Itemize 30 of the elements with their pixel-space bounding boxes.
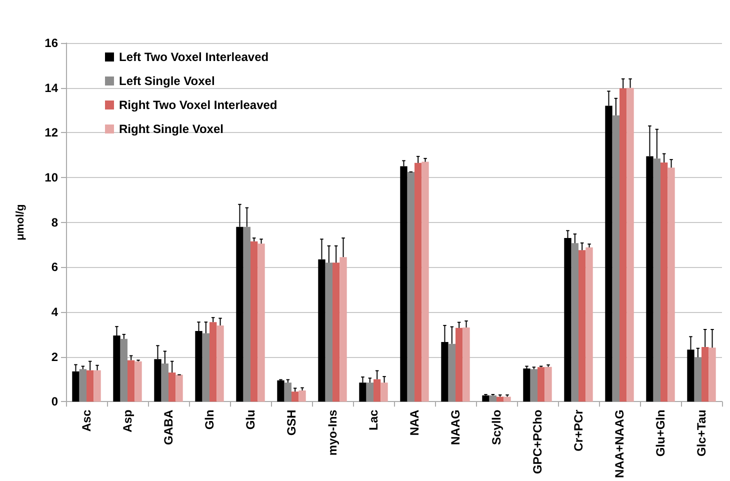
y-tick-label: 8: [51, 215, 58, 230]
legend-label: Left Single Voxel: [119, 74, 215, 88]
legend-label: Right Single Voxel: [119, 122, 224, 136]
x-tick-label: GABA: [162, 409, 176, 446]
x-tick-label: Scyllo: [490, 410, 504, 446]
x-tick-label: GPC+PCho: [530, 410, 544, 474]
x-tick-label: Asc: [80, 409, 94, 432]
legend-label: Right Two Voxel Interleaved: [119, 98, 278, 112]
y-axis-title: μmol/g: [14, 204, 26, 240]
y-tick-label: 12: [44, 126, 58, 140]
x-tick-label: NAA+NAAG: [612, 410, 626, 478]
y-tick-label: 6: [51, 260, 58, 274]
x-tick-label: GSH: [284, 410, 298, 436]
legend-label: Left Two Voxel Interleaved: [119, 50, 269, 64]
x-tick-label: myo-Ins: [326, 409, 340, 456]
y-tick-label: 0: [51, 394, 58, 409]
x-tick-label: NAAG: [448, 410, 462, 446]
x-tick-label: Glu+Gln: [654, 410, 668, 457]
x-tick-label: Asp: [120, 410, 134, 432]
y-tick-label: 10: [44, 170, 58, 184]
x-tick-label: NAA: [408, 409, 422, 436]
y-tick-label: 4: [51, 304, 58, 319]
x-tick-label: Lac: [366, 409, 380, 430]
x-tick-label: Cr+PCr: [572, 409, 586, 452]
y-tick-label: 14: [44, 80, 58, 95]
x-tick-label: Gln: [202, 410, 216, 430]
x-tick-label: Glc+Tau: [694, 410, 708, 456]
y-tick-label: 16: [44, 36, 58, 50]
y-tick-label: 2: [51, 350, 58, 364]
x-tick-label: Glu: [244, 410, 258, 430]
